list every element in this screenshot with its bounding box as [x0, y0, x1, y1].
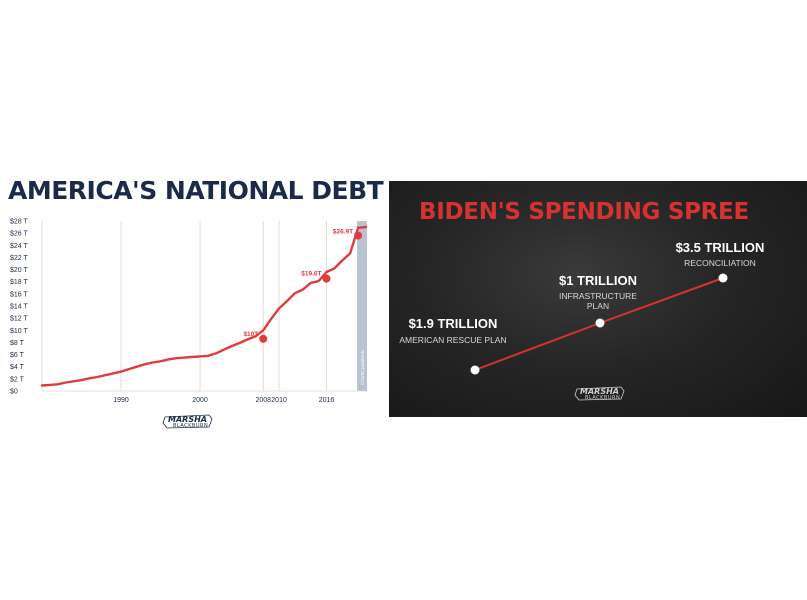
- x-tick-label: 2000: [192, 397, 208, 404]
- y-tick-label: $4 T: [10, 364, 25, 371]
- annotation-point: [354, 231, 363, 240]
- y-tick-label: $24 T: [10, 243, 28, 250]
- logo-name: MARSHA: [580, 387, 619, 396]
- annotation-label: $19.6T: [301, 271, 321, 278]
- highlight-band-label: COVID pandemic: [360, 349, 365, 385]
- spending-line-chart: $1.9 TRILLION AMERICAN RESCUE PLAN $1 TRIL…: [399, 240, 765, 401]
- y-tick-label: $18 T: [10, 279, 28, 286]
- x-tick-label: 2016: [319, 397, 335, 404]
- chart-title: BIDEN'S SPENDING SPREE: [419, 199, 749, 225]
- y-tick-label: $16 T: [10, 291, 28, 298]
- annotation-label: $10T: [243, 331, 258, 338]
- national-debt-panel: AMERICA'S NATIONAL DEBT COVID pandemic $0…: [0, 170, 388, 440]
- spending-point: [718, 273, 728, 283]
- point-value: $3.5 TRILLION: [676, 240, 765, 255]
- debt-line: [40, 225, 368, 387]
- y-tick-label: $0: [10, 389, 18, 396]
- logo-subtitle: BLACKBURN: [173, 423, 208, 429]
- annotation-point: [259, 334, 268, 343]
- spending-spree-panel: BIDEN'S SPENDING SPREE $1.9 TRILLION AMER…: [389, 181, 807, 417]
- spending-point: [470, 365, 480, 375]
- spending-point: [595, 318, 605, 328]
- tennessee-outline-icon: [574, 386, 625, 401]
- y-tick-label: $6 T: [10, 352, 25, 359]
- logo-subtitle: BLACKBURN: [585, 395, 620, 401]
- y-tick-label: $22 T: [10, 255, 28, 262]
- y-tick-label: $2 T: [10, 376, 25, 383]
- y-tick-label: $28 T: [10, 219, 28, 226]
- annotation-point: [322, 274, 331, 283]
- point-label: PLAN: [587, 301, 609, 311]
- y-tick-label: $14 T: [10, 304, 28, 311]
- point-value: $1 TRILLION: [559, 273, 637, 288]
- y-tick-label: $8 T: [10, 340, 25, 347]
- point-label: AMERICAN RESCUE PLAN: [399, 335, 506, 345]
- debt-line-chart: COVID pandemic $0 $2 T $4 T $6 T $8 T $10 T $12…: [10, 219, 368, 429]
- x-tick-label: 1990: [113, 397, 129, 404]
- highlight-band: [357, 221, 367, 391]
- point-label: INFRASTRUCTURE: [559, 291, 637, 301]
- x-tick-label: 2010: [271, 397, 287, 404]
- tennessee-outline-icon: [162, 414, 213, 429]
- y-tick-label: $12 T: [10, 316, 28, 323]
- logo-name: MARSHA: [168, 415, 207, 424]
- y-tick-label: $26 T: [10, 231, 28, 238]
- chart-title: AMERICA'S NATIONAL DEBT: [8, 176, 384, 205]
- point-label: RECONCILIATION: [684, 258, 756, 268]
- annotation-label: $26.9T: [333, 229, 353, 236]
- y-tick-label: $20 T: [10, 267, 28, 274]
- point-value: $1.9 TRILLION: [409, 316, 498, 331]
- x-tick-label: 2008: [255, 397, 271, 404]
- y-tick-label: $10 T: [10, 328, 28, 335]
